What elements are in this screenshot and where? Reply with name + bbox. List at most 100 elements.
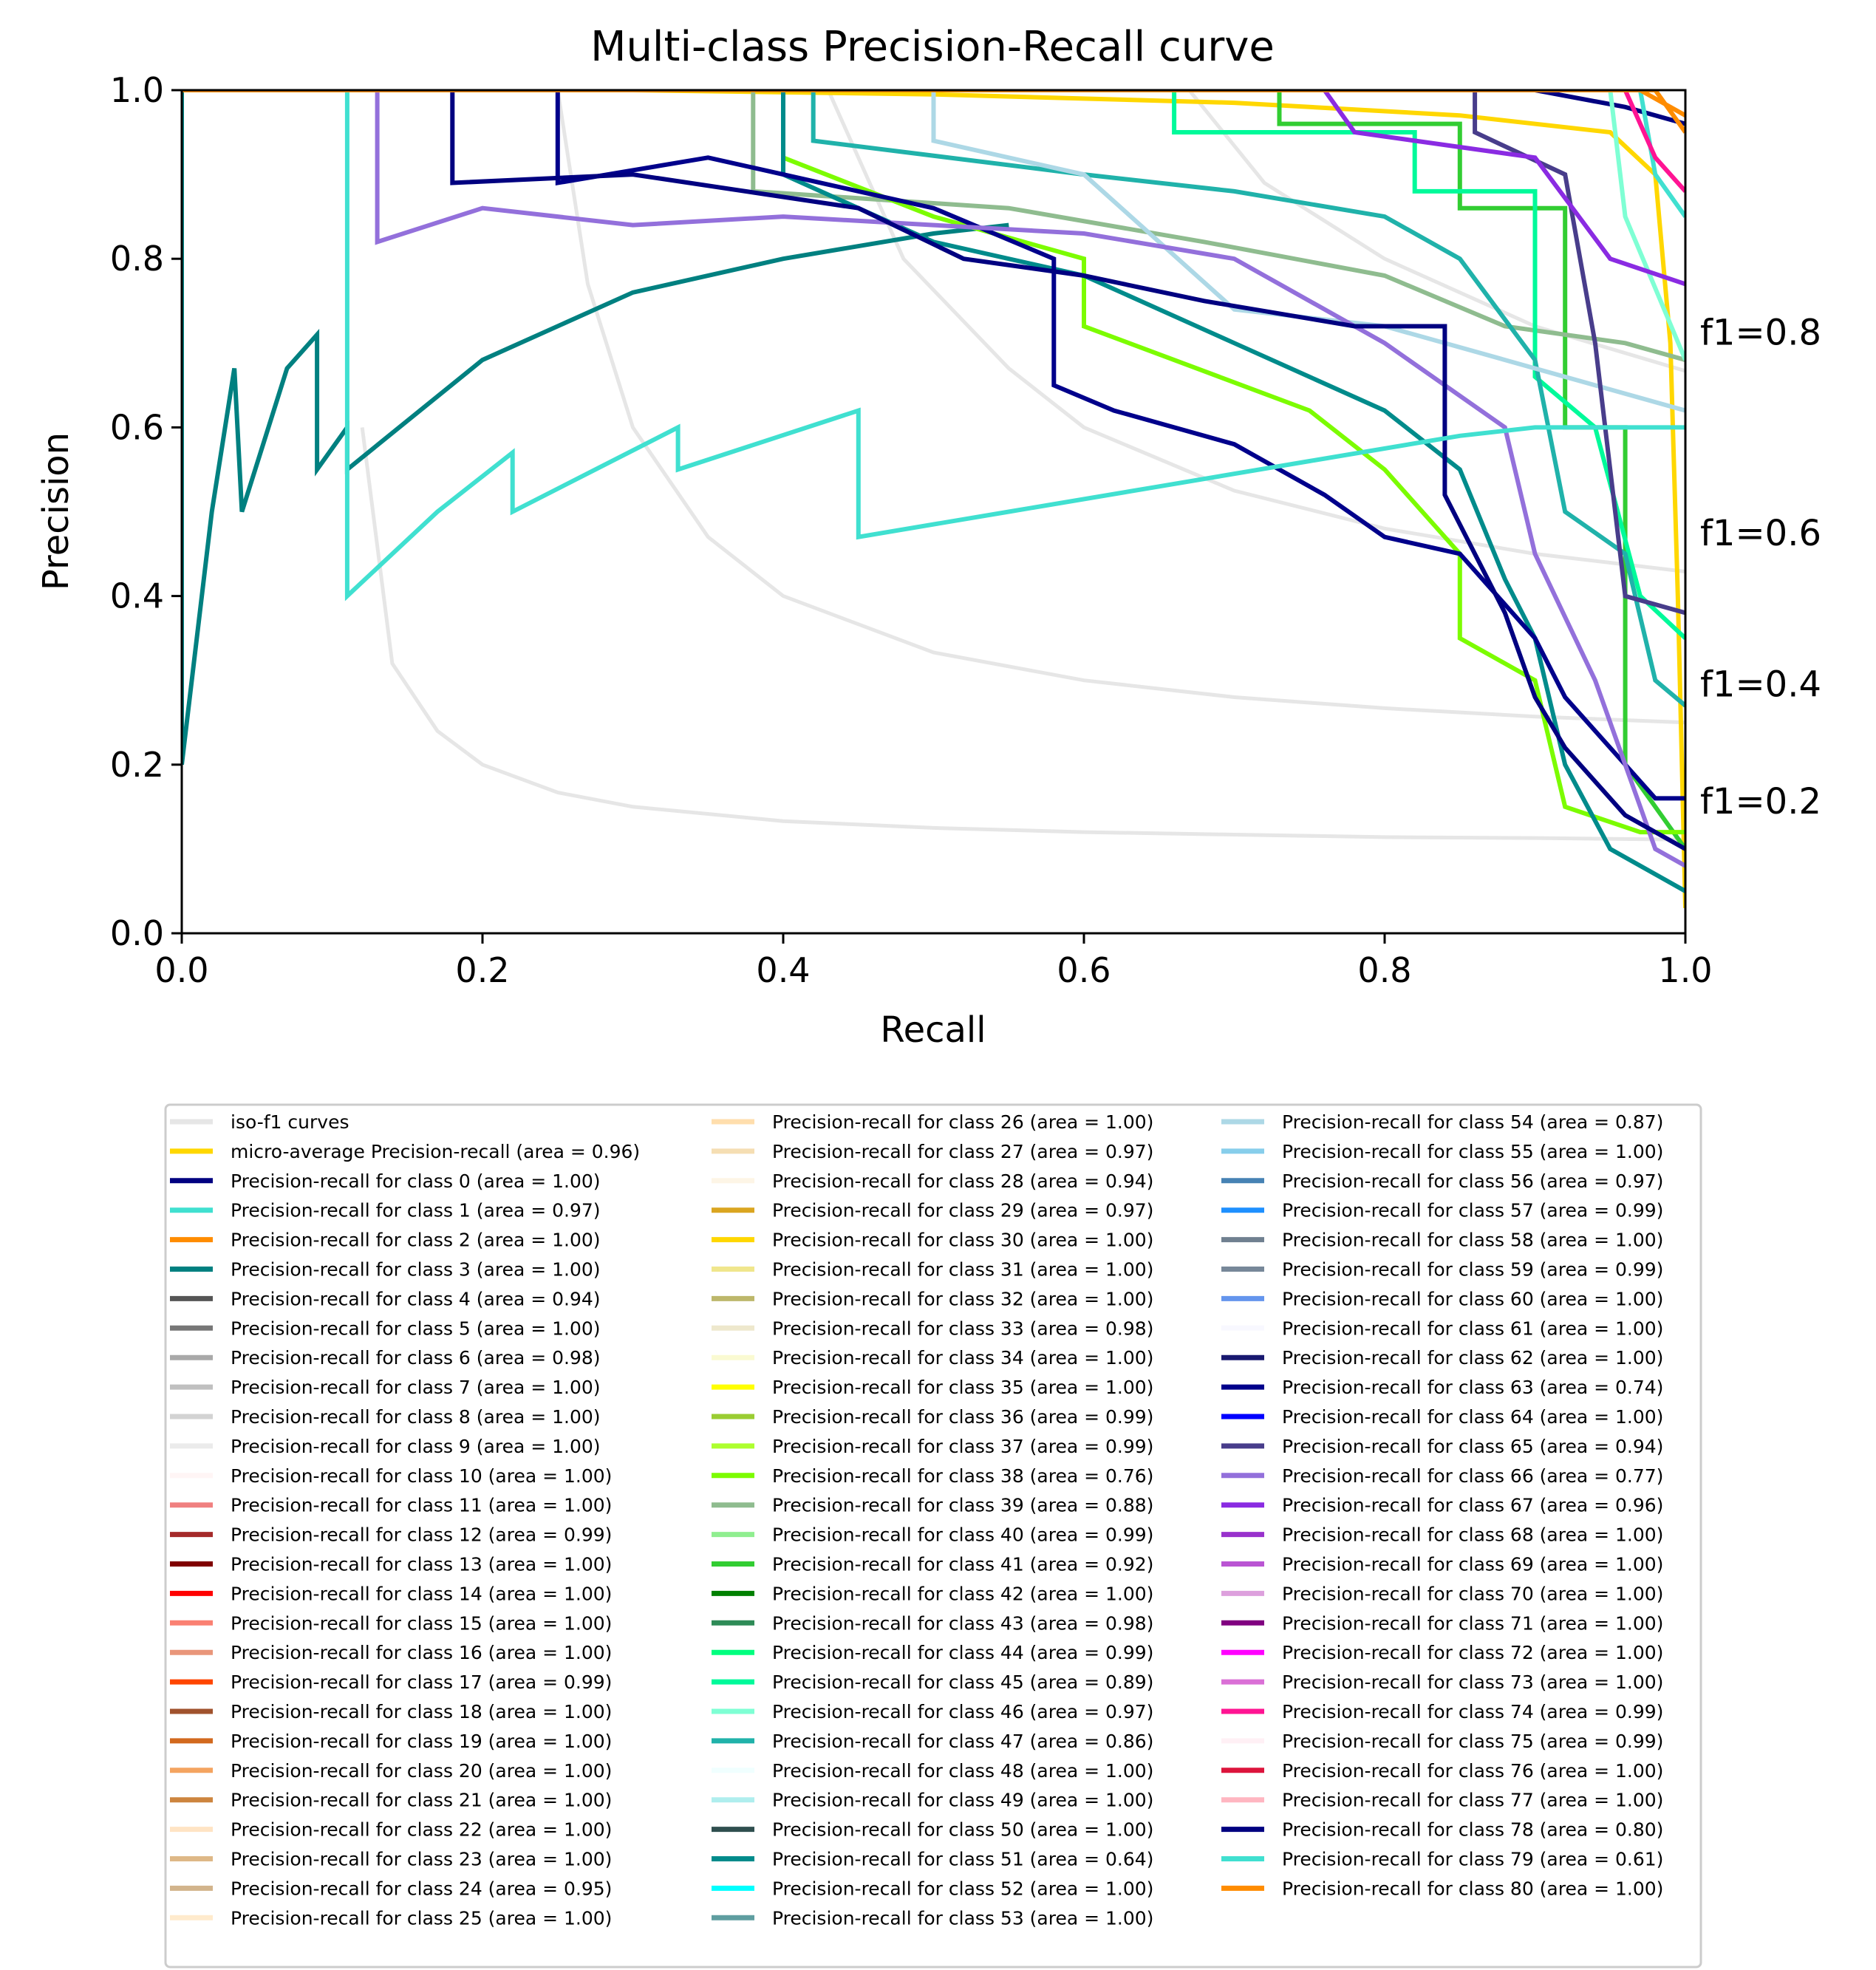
legend-label-0-3: Precision-recall for class 1 (area = 0.9… [231,1200,601,1221]
series-line-13 [182,90,1685,616]
legend-label-2-19: Precision-recall for class 73 (area = 1.… [1282,1671,1663,1693]
legend-label-1-15: Precision-recall for class 41 (area = 0.… [772,1554,1153,1575]
legend-label-0-13: Precision-recall for class 11 (area = 1.… [231,1495,612,1516]
chart-title: Multi-class Precision-Recall curve [590,23,1275,71]
legend-label-1-26: Precision-recall for class 52 (area = 1.… [772,1878,1153,1899]
legend-label-1-10: Precision-recall for class 36 (area = 0.… [772,1406,1153,1428]
legend-label-1-20: Precision-recall for class 46 (area = 0.… [772,1701,1153,1722]
legend-label-2-15: Precision-recall for class 69 (area = 1.… [1282,1554,1663,1575]
legend-label-0-5: Precision-recall for class 3 (area = 1.0… [231,1259,601,1281]
legend-label-0-7: Precision-recall for class 5 (area = 1.0… [231,1318,601,1339]
series-line-9 [182,90,1685,708]
legend-label-1-16: Precision-recall for class 42 (area = 1.… [772,1583,1153,1604]
series-line-7 [182,90,1685,640]
legend-label-1-4: Precision-recall for class 30 (area = 1.… [772,1230,1153,1251]
legend-label-2-7: Precision-recall for class 61 (area = 1.… [1282,1318,1663,1339]
legend-label-0-12: Precision-recall for class 10 (area = 1.… [231,1465,612,1487]
series-line-1 [182,90,1685,126]
plot-frame [180,89,1687,935]
y-tick-label-3: 0.6 [110,407,164,447]
series-line-14 [182,90,1685,868]
legend-label-1-7: Precision-recall for class 33 (area = 0.… [772,1318,1153,1339]
iso-f1-label-3: f1=0.8 [1700,313,1821,354]
iso-f1-curve-2 [826,90,1685,573]
series-line-20 [182,90,1685,134]
legend-label-0-2: Precision-recall for class 0 (area = 1.0… [231,1170,601,1192]
legend-label-2-3: Precision-recall for class 57 (area = 0.… [1282,1200,1663,1221]
legend-label-2-0: Precision-recall for class 54 (area = 0.… [1282,1111,1663,1133]
x-tick-label-1: 0.2 [455,950,509,990]
iso-f1-label-2: f1=0.6 [1700,513,1821,554]
legend-label-0-25: Precision-recall for class 23 (area = 1.… [231,1849,612,1870]
legend-label-0-18: Precision-recall for class 16 (area = 1.… [231,1642,612,1663]
x-tick-label-2: 0.4 [756,950,810,990]
legend-label-0-27: Precision-recall for class 25 (area = 1.… [231,1907,612,1929]
legend-label-2-24: Precision-recall for class 78 (area = 0.… [1282,1819,1663,1841]
legend-label-2-12: Precision-recall for class 66 (area = 0.… [1282,1465,1663,1487]
series-layer [182,90,1685,908]
x-axis-label: Recall [880,1009,986,1051]
legend-label-0-6: Precision-recall for class 4 (area = 0.9… [231,1288,601,1309]
legend-label-0-14: Precision-recall for class 12 (area = 0.… [231,1524,612,1546]
legend-label-1-1: Precision-recall for class 27 (area = 0.… [772,1141,1153,1162]
series-line-2 [182,90,1685,218]
iso-f1-curve-3 [1187,90,1685,373]
legend-label-0-21: Precision-recall for class 19 (area = 1.… [231,1731,612,1752]
series-line-19 [182,90,1685,117]
legend-label-0-15: Precision-recall for class 13 (area = 1.… [231,1554,612,1575]
series-line-18 [182,90,1685,601]
legend-label-2-8: Precision-recall for class 62 (area = 1.… [1282,1347,1663,1369]
legend-label-0-11: Precision-recall for class 9 (area = 1.0… [231,1436,601,1457]
y-tick-label-1: 0.2 [110,745,164,785]
legend-label-1-17: Precision-recall for class 43 (area = 0.… [772,1612,1153,1634]
legend-label-1-24: Precision-recall for class 50 (area = 1.… [772,1819,1153,1841]
legend-label-0-0: iso-f1 curves [231,1111,349,1133]
series-line-5 [182,90,1685,362]
legend: iso-f1 curves micro-average Precision-rec… [164,1103,1702,1969]
legend-label-2-11: Precision-recall for class 65 (area = 0.… [1282,1436,1663,1457]
legend-label-1-19: Precision-recall for class 45 (area = 0.… [772,1671,1153,1693]
iso-f1-curve-0 [360,427,1685,842]
y-tick-label-4: 0.8 [110,239,164,279]
legend-label-2-16: Precision-recall for class 70 (area = 1.… [1282,1583,1663,1604]
axes: 0.0 0.2 0.4 0.6 0.8 1.0 0.0 0.2 0.4 0.6 0.8 1.0 [110,70,1713,990]
legend-label-1-2: Precision-recall for class 28 (area = 0.… [772,1170,1153,1192]
legend-label-1-6: Precision-recall for class 32 (area = 1.… [772,1288,1153,1309]
legend-label-2-21: Precision-recall for class 75 (area = 0.… [1282,1731,1663,1752]
iso-f1-label-0: f1=0.2 [1700,781,1821,822]
legend-label-0-16: Precision-recall for class 14 (area = 1.… [231,1583,612,1604]
legend-label-2-25: Precision-recall for class 79 (area = 0.… [1282,1849,1663,1870]
series-line-16 [182,90,1685,193]
legend-label-1-27: Precision-recall for class 53 (area = 1.… [772,1907,1153,1929]
legend-label-1-22: Precision-recall for class 48 (area = 1.… [772,1760,1153,1782]
legend-label-1-3: Precision-recall for class 29 (area = 0.… [772,1200,1153,1221]
legend-label-0-4: Precision-recall for class 2 (area = 1.0… [231,1230,601,1251]
series-line-15 [182,90,1685,287]
legend-label-0-1: micro-average Precision-recall (area = 0… [231,1141,640,1162]
legend-label-1-12: Precision-recall for class 38 (area = 0.… [772,1465,1153,1487]
legend-label-1-21: Precision-recall for class 47 (area = 0.… [772,1731,1153,1752]
legend-label-1-9: Precision-recall for class 35 (area = 1.… [772,1377,1153,1398]
legend-label-1-8: Precision-recall for class 34 (area = 1.… [772,1347,1153,1369]
legend-label-2-18: Precision-recall for class 72 (area = 1.… [1282,1642,1663,1663]
legend-label-0-23: Precision-recall for class 21 (area = 1.… [231,1790,612,1811]
legend-frame [164,1103,1702,1969]
legend-label-0-17: Precision-recall for class 15 (area = 1.… [231,1612,612,1634]
series-line-3 [182,90,1009,766]
series-line-12 [182,90,1685,801]
legend-label-1-0: Precision-recall for class 26 (area = 1.… [772,1111,1153,1133]
series-line-6 [182,90,1685,835]
y-tick-label-0: 0.0 [110,913,164,953]
legend-label-2-5: Precision-recall for class 59 (area = 0.… [1282,1259,1663,1281]
legend-label-0-22: Precision-recall for class 20 (area = 1.… [231,1760,612,1782]
y-axis-label: Precision [35,432,77,590]
legend-label-2-17: Precision-recall for class 71 (area = 1.… [1282,1612,1663,1634]
x-tick-label-4: 0.8 [1357,950,1411,990]
legend-label-0-8: Precision-recall for class 6 (area = 0.9… [231,1347,601,1369]
y-tick-label-2: 0.4 [110,576,164,616]
legend-label-2-14: Precision-recall for class 68 (area = 1.… [1282,1524,1663,1546]
legend-label-2-10: Precision-recall for class 64 (area = 1.… [1282,1406,1663,1428]
legend-label-1-5: Precision-recall for class 31 (area = 1.… [772,1259,1153,1281]
legend-label-0-20: Precision-recall for class 18 (area = 1.… [231,1701,612,1722]
series-line-17 [182,90,1685,851]
